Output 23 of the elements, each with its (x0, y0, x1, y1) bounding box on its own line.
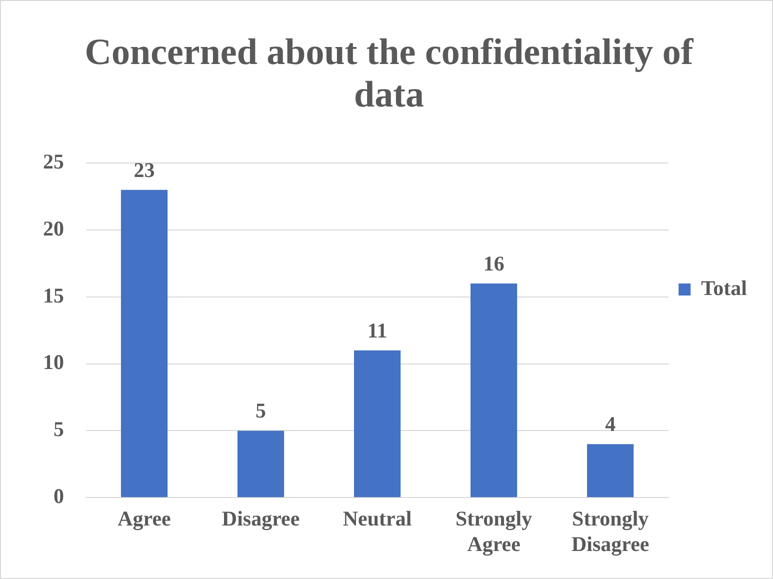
chart-title: Concerned about the confidentiality of data (84, 32, 694, 116)
x-tick-label: Strongly Agree (455, 506, 533, 556)
y-tick-label: 5 (54, 417, 64, 442)
y-tick-label: 20 (43, 216, 64, 240)
bar (587, 444, 634, 498)
x-tick-label: Disagree (222, 506, 300, 531)
data-label: 11 (367, 318, 388, 342)
y-tick-label: 25 (43, 150, 64, 174)
y-tick-label: 0 (54, 484, 64, 508)
bar (237, 430, 284, 498)
data-label: 16 (483, 251, 504, 276)
y-tick-label: 15 (43, 283, 64, 308)
data-label: 4 (605, 412, 616, 436)
bar (470, 284, 518, 498)
x-tick-label: Neutral (342, 506, 412, 531)
bar (354, 350, 401, 498)
x-tick-label: Agree (118, 506, 171, 531)
legend-label: Total (701, 276, 748, 300)
x-tick-label: Strongly Disagree (571, 506, 650, 556)
data-label: 23 (134, 158, 155, 182)
data-label: 5 (256, 398, 266, 423)
bar (120, 190, 168, 498)
y-tick-label: 10 (43, 350, 64, 374)
